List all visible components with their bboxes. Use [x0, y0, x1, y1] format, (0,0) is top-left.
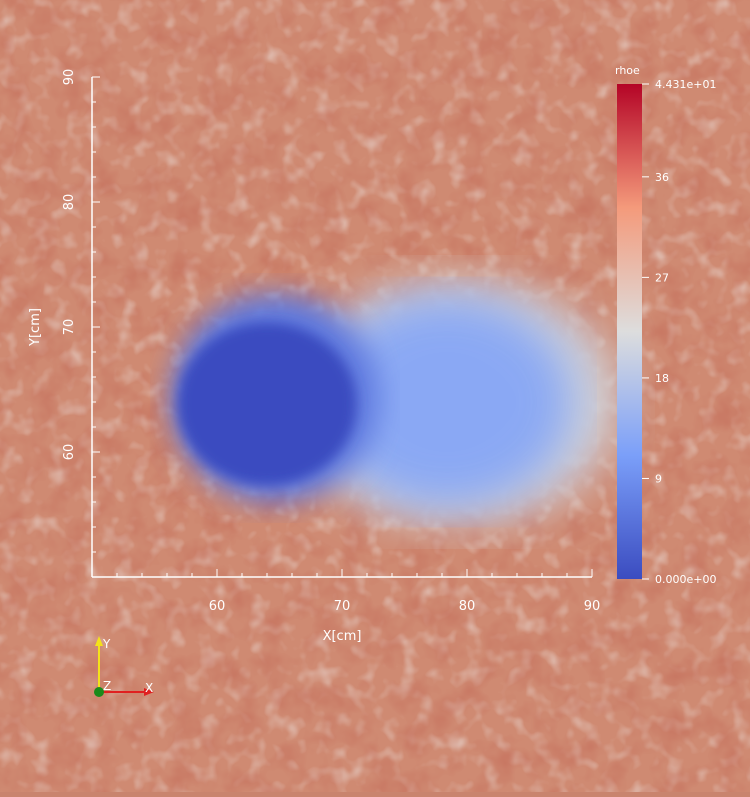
colorbar-tick-label: 9: [655, 472, 662, 485]
x-axis-title: X[cm]: [323, 629, 362, 644]
x-ticks: 60 70 80 90: [91, 569, 601, 614]
y-axis-title: Y[cm]: [28, 308, 43, 347]
x-tick-label: 80: [459, 599, 476, 614]
y-tick-label: 60: [62, 444, 77, 461]
orientation-x-arrowhead: [144, 688, 154, 696]
density-features: [171, 279, 622, 525]
colorbar-tick-label: 18: [655, 372, 669, 385]
cube-axes: 60 70 80 90 60 70 80 90 X[cm] Y[cm]: [28, 69, 600, 644]
bubble-core: [177, 322, 357, 486]
y-tick-label: 80: [62, 194, 77, 211]
orientation-z-label: Z: [103, 679, 111, 693]
depleted-wake: [322, 297, 572, 507]
colorbar-title: rhoe: [615, 64, 640, 77]
x-tick-label: 60: [209, 599, 226, 614]
colorbar-tick-label: 27: [655, 271, 669, 284]
y-ticks: 60 70 80 90: [62, 69, 100, 578]
y-tick-label: 90: [62, 69, 77, 86]
orientation-y-label: Y: [102, 637, 111, 651]
colorbar-tick-label: 4.431e+01: [655, 78, 716, 91]
colorbar-tick-label: 36: [655, 171, 669, 184]
orientation-axes: Y Z X: [94, 636, 154, 697]
colorbar-tick-label: 0.000e+00: [655, 573, 716, 586]
orientation-x-label: X: [145, 681, 153, 695]
colorbar: rhoe 4.431e+01 36 27 18 9 0.000e+00: [615, 64, 716, 586]
y-tick-label: 70: [62, 319, 77, 336]
x-tick-label: 90: [584, 599, 601, 614]
colorbar-ticks: 4.431e+01 36 27 18 9 0.000e+00: [642, 78, 716, 586]
orientation-z-dot: [94, 687, 104, 697]
x-tick-label: 70: [334, 599, 351, 614]
orientation-y-arrowhead: [95, 636, 103, 646]
colorbar-gradient: [617, 84, 642, 579]
